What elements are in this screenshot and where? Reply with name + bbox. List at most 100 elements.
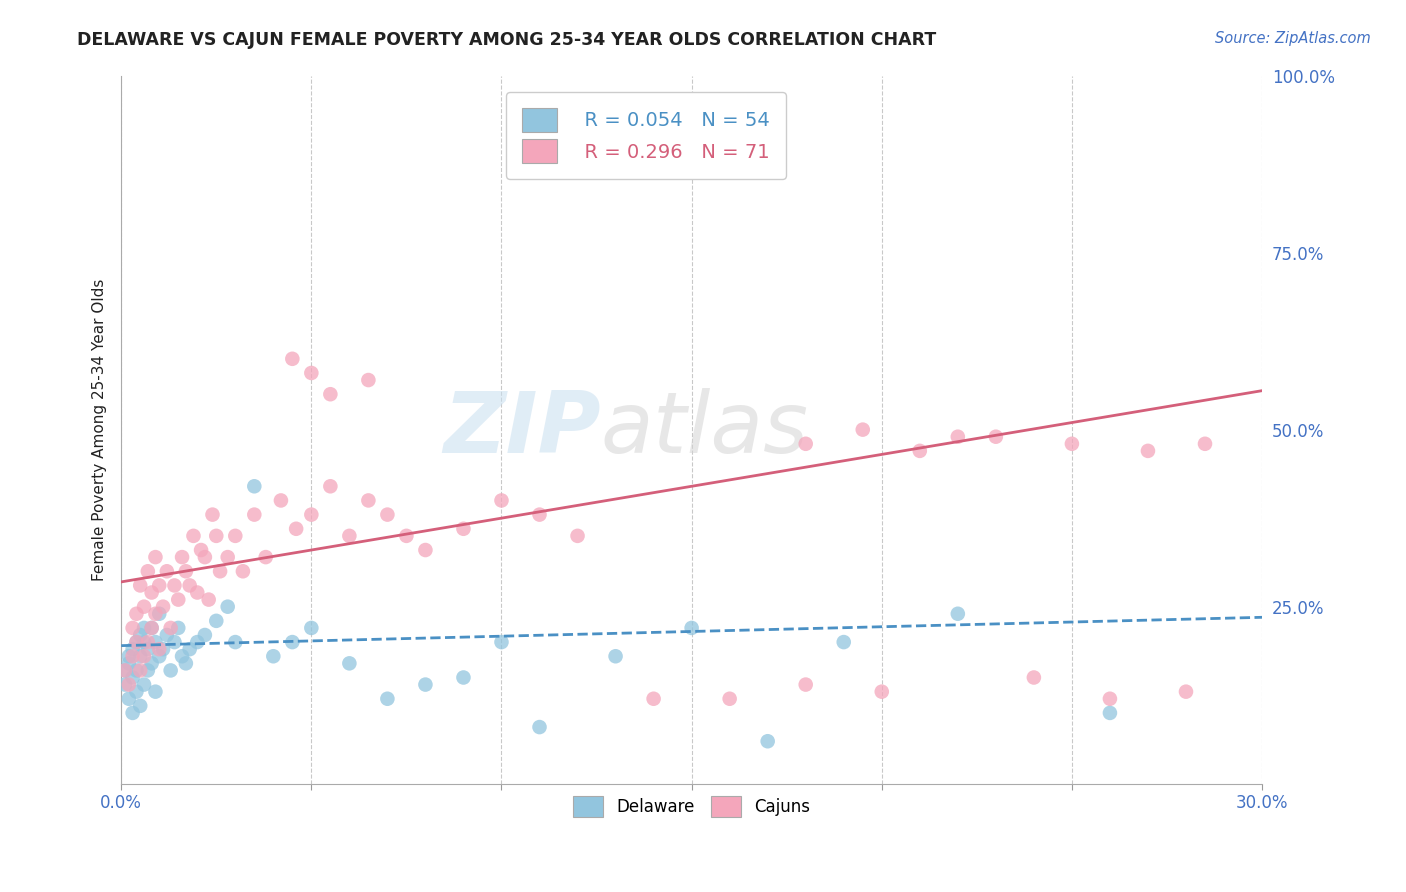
Point — [285, 522, 308, 536]
Point — [1098, 691, 1121, 706]
Point — [125, 635, 148, 649]
Point — [183, 529, 205, 543]
Point — [156, 564, 179, 578]
Point — [170, 550, 193, 565]
Point — [148, 578, 170, 592]
Point — [170, 649, 193, 664]
Point — [118, 691, 141, 706]
Point — [129, 664, 152, 678]
Point — [984, 430, 1007, 444]
Point — [145, 635, 167, 649]
Point — [159, 621, 181, 635]
Point — [145, 550, 167, 565]
Point — [453, 671, 475, 685]
Point — [129, 649, 152, 664]
Point — [491, 493, 513, 508]
Point — [908, 443, 931, 458]
Point — [377, 508, 399, 522]
Point — [281, 351, 304, 366]
Point — [174, 657, 197, 671]
Point — [132, 649, 155, 664]
Point — [1060, 437, 1083, 451]
Point — [1098, 706, 1121, 720]
Point — [224, 635, 246, 649]
Point — [205, 614, 228, 628]
Point — [1022, 671, 1045, 685]
Point — [145, 684, 167, 698]
Text: atlas: atlas — [600, 388, 808, 471]
Point — [132, 677, 155, 691]
Point — [254, 550, 277, 565]
Point — [357, 373, 380, 387]
Text: Source: ZipAtlas.com: Source: ZipAtlas.com — [1215, 31, 1371, 46]
Point — [217, 599, 239, 614]
Point — [114, 664, 136, 678]
Point — [681, 621, 703, 635]
Point — [174, 564, 197, 578]
Point — [148, 649, 170, 664]
Y-axis label: Female Poverty Among 25-34 Year Olds: Female Poverty Among 25-34 Year Olds — [93, 278, 107, 581]
Point — [319, 387, 342, 401]
Point — [179, 642, 201, 657]
Point — [194, 550, 217, 565]
Point — [262, 649, 284, 664]
Point — [415, 543, 437, 558]
Point — [946, 607, 969, 621]
Point — [567, 529, 589, 543]
Point — [337, 657, 360, 671]
Point — [605, 649, 627, 664]
Point — [243, 479, 266, 493]
Point — [114, 677, 136, 691]
Point — [946, 430, 969, 444]
Point — [118, 649, 141, 664]
Point — [125, 684, 148, 698]
Point — [152, 599, 174, 614]
Point — [132, 599, 155, 614]
Legend: Delaware, Cajuns: Delaware, Cajuns — [564, 788, 818, 825]
Point — [395, 529, 418, 543]
Point — [643, 691, 665, 706]
Point — [125, 664, 148, 678]
Point — [415, 677, 437, 691]
Point — [718, 691, 741, 706]
Point — [159, 664, 181, 678]
Point — [794, 677, 817, 691]
Point — [794, 437, 817, 451]
Point — [145, 607, 167, 621]
Point — [118, 657, 141, 671]
Point — [136, 564, 159, 578]
Point — [121, 706, 143, 720]
Point — [205, 529, 228, 543]
Point — [870, 684, 893, 698]
Point — [132, 635, 155, 649]
Point — [197, 592, 219, 607]
Point — [832, 635, 855, 649]
Point — [281, 635, 304, 649]
Point — [357, 493, 380, 508]
Point — [125, 635, 148, 649]
Point — [217, 550, 239, 565]
Point — [152, 642, 174, 657]
Point — [121, 649, 143, 664]
Point — [194, 628, 217, 642]
Point — [136, 664, 159, 678]
Point — [156, 628, 179, 642]
Point — [529, 508, 551, 522]
Point — [299, 366, 322, 380]
Point — [148, 642, 170, 657]
Point — [1194, 437, 1216, 451]
Point — [125, 607, 148, 621]
Point — [209, 564, 232, 578]
Point — [224, 529, 246, 543]
Point — [190, 543, 212, 558]
Point — [756, 734, 779, 748]
Point — [377, 691, 399, 706]
Point — [1175, 684, 1198, 698]
Point — [121, 621, 143, 635]
Point — [232, 564, 254, 578]
Point — [141, 585, 163, 599]
Point — [141, 621, 163, 635]
Point — [270, 493, 292, 508]
Point — [299, 621, 322, 635]
Point — [136, 635, 159, 649]
